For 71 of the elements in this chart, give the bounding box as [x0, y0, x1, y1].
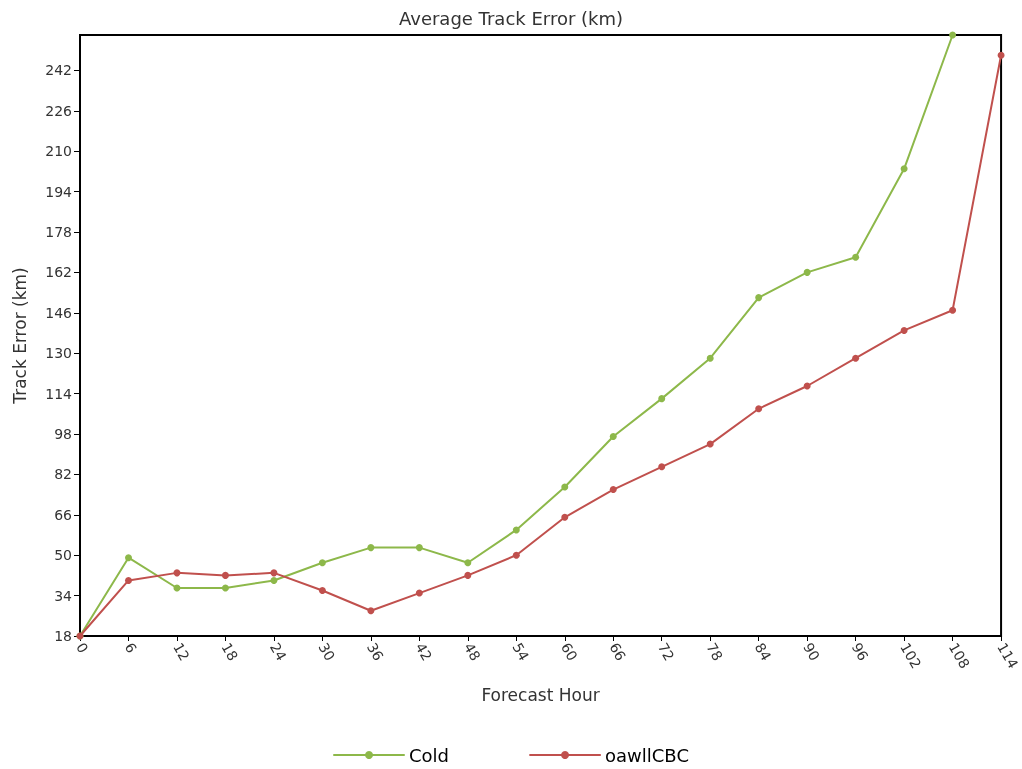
point	[949, 31, 957, 39]
point	[561, 483, 569, 491]
point	[512, 551, 520, 559]
point	[124, 554, 132, 562]
point	[755, 405, 763, 413]
point	[706, 354, 714, 362]
x-tick-label: 18	[218, 640, 242, 664]
point	[464, 559, 472, 567]
x-tick-label: 60	[557, 640, 581, 664]
point	[561, 513, 569, 521]
point	[609, 433, 617, 441]
x-axis-title: Forecast Hour	[481, 684, 600, 705]
x-tick-label: 0	[73, 640, 92, 656]
y-tick-label: 194	[45, 183, 73, 200]
x-tick-label: 96	[848, 640, 872, 664]
y-tick-label: 146	[45, 304, 73, 321]
x-tick-label: 42	[412, 640, 436, 664]
y-tick-label: 66	[54, 506, 73, 523]
y-tick-label: 210	[45, 143, 72, 160]
x-tick-label: 6	[121, 640, 140, 656]
y-tick-label: 18	[54, 628, 72, 644]
x-tick-label: 48	[460, 640, 484, 664]
point	[464, 571, 472, 579]
point	[609, 486, 617, 494]
point	[221, 584, 229, 592]
point	[367, 544, 375, 552]
point	[997, 51, 1005, 59]
y-tick-label: 34	[54, 587, 73, 604]
y-tick-label: 178	[45, 223, 72, 240]
point	[900, 326, 908, 334]
point	[755, 294, 763, 302]
point	[900, 165, 908, 173]
point	[318, 587, 326, 595]
point	[706, 440, 714, 448]
point	[415, 589, 423, 597]
point	[415, 544, 423, 552]
y-tick-label: 82	[54, 466, 72, 483]
y-tick-label: 242	[45, 62, 72, 79]
x-tick-label: 36	[363, 640, 387, 664]
point	[270, 576, 278, 584]
point	[367, 607, 375, 615]
y-axis-title: Track Error (km)	[9, 267, 30, 405]
x-tick-label: 66	[606, 640, 630, 664]
legend-label: Cold	[409, 744, 450, 766]
x-tick-label: 12	[170, 640, 193, 664]
point	[658, 395, 666, 403]
point	[852, 253, 860, 261]
y-tick-label: 162	[45, 264, 72, 281]
x-tick-label: 84	[751, 640, 775, 664]
y-tick-label: 130	[45, 345, 72, 362]
point	[270, 569, 278, 577]
x-tick-label: 90	[800, 640, 823, 664]
point	[803, 268, 811, 276]
x-tick-label: 78	[703, 640, 727, 664]
point	[221, 571, 229, 579]
x-tick-label: 72	[654, 640, 678, 664]
y-tick-label: 98	[54, 425, 72, 442]
x-tick-label: 30	[315, 640, 339, 664]
y-tick-label: 50	[54, 547, 72, 564]
point	[124, 576, 132, 584]
point	[658, 463, 666, 471]
x-tick-label: 54	[509, 640, 533, 664]
x-tick-label: 24	[266, 640, 290, 664]
chart-title: Average Track Error (km)	[398, 7, 624, 29]
point	[852, 354, 860, 362]
legend-label: oawllCBC	[605, 744, 689, 766]
point	[512, 526, 520, 534]
point	[318, 559, 326, 567]
y-tick-label: 226	[45, 102, 73, 119]
y-tick-label: 114	[45, 385, 73, 402]
point	[949, 306, 957, 314]
